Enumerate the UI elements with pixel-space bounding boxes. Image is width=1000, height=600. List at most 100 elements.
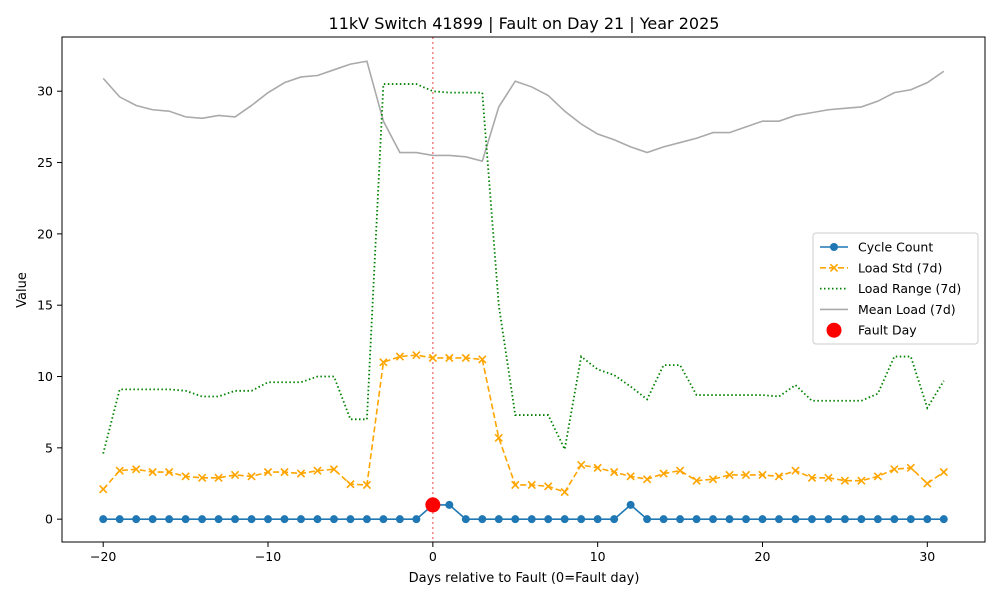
data-point-load-std-7d	[692, 476, 701, 485]
data-point-cycle-count	[445, 500, 454, 509]
data-point-load-std-7d	[296, 469, 306, 478]
data-point-load-std-7d	[99, 485, 108, 494]
data-point-cycle-count	[544, 515, 553, 524]
data-point-load-std-7d	[527, 480, 536, 490]
legend-label: Mean Load (7d)	[858, 302, 956, 317]
data-point-load-std-7d	[362, 480, 372, 490]
series-line-load-range-7d	[102, 83, 945, 454]
data-point-cycle-count	[725, 515, 734, 524]
data-point-cycle-count	[247, 515, 256, 524]
data-point-cycle-count	[659, 515, 668, 524]
series-load-range-7d	[102, 83, 945, 454]
data-point-load-std-7d	[560, 487, 569, 497]
data-point-load-std-7d	[132, 465, 141, 474]
legend-item-mean-load-7d: Mean Load (7d)	[820, 302, 956, 317]
x-tick-label: 20	[755, 549, 771, 564]
series-line-mean-load-7d	[102, 60, 945, 163]
data-point-cycle-count	[807, 515, 816, 524]
x-axis-label: Days relative to Fault (0=Fault day)	[409, 571, 640, 586]
data-point-cycle-count	[329, 515, 338, 524]
data-point-cycle-count	[626, 500, 635, 509]
y-tick-label: 10	[37, 369, 53, 384]
fault-day-marker	[425, 497, 441, 513]
fault-point-layer	[425, 497, 441, 513]
data-point-cycle-count	[511, 515, 520, 524]
data-point-load-std-7d	[379, 358, 388, 367]
data-point-cycle-count	[115, 515, 124, 524]
data-point-cycle-count	[99, 515, 108, 524]
data-point-cycle-count	[742, 515, 751, 524]
data-point-cycle-count	[148, 515, 157, 524]
legend-box	[812, 232, 979, 345]
data-point-cycle-count	[296, 515, 305, 524]
data-point-load-std-7d	[148, 467, 157, 477]
data-point-load-std-7d	[824, 473, 833, 482]
data-point-load-std-7d	[659, 469, 668, 478]
data-point-load-std-7d	[873, 472, 883, 481]
data-point-cycle-count	[461, 515, 470, 524]
data-point-load-std-7d	[577, 460, 586, 470]
data-point-load-std-7d	[609, 467, 619, 477]
legend-marker	[829, 263, 839, 272]
x-tick-label: 0	[429, 549, 437, 564]
y-axis-ticks: 0 5 10 15 20 25 30	[37, 84, 62, 527]
data-point-cycle-count	[181, 515, 190, 524]
data-point-cycle-count	[577, 515, 586, 524]
data-point-load-std-7d	[478, 355, 487, 364]
data-point-cycle-count	[873, 515, 882, 524]
legend-item-load-range-7d: Load Range (7d)	[820, 281, 961, 296]
data-point-cycle-count	[939, 515, 948, 524]
data-point-load-std-7d	[329, 465, 339, 474]
data-point-load-std-7d	[181, 472, 190, 481]
data-point-load-std-7d	[807, 473, 817, 482]
data-point-cycle-count	[610, 515, 619, 524]
data-point-load-std-7d	[791, 466, 800, 475]
y-tick-label: 25	[37, 155, 53, 170]
data-point-cycle-count	[906, 515, 915, 524]
series-load-std-7d	[99, 350, 948, 497]
legend: Cycle Count Load Std (7d) Load Range (7d) M…	[812, 232, 979, 345]
data-point-load-std-7d	[675, 466, 685, 475]
legend-marker	[826, 322, 842, 338]
data-point-cycle-count	[362, 515, 371, 524]
data-point-cycle-count	[593, 515, 602, 524]
data-point-load-std-7d	[857, 476, 866, 485]
legend-item-fault-day: Fault Day	[826, 322, 917, 338]
data-point-load-std-7d	[412, 350, 421, 360]
data-point-cycle-count	[758, 515, 767, 524]
data-point-load-std-7d	[395, 352, 405, 361]
data-point-load-std-7d	[247, 472, 256, 481]
x-tick-label: −20	[90, 549, 116, 564]
data-point-load-std-7d	[758, 470, 767, 480]
legend-item-load-std-7d: Load Std (7d)	[820, 260, 942, 275]
legend-label: Load Std (7d)	[858, 260, 942, 275]
data-point-load-std-7d	[197, 473, 207, 482]
data-point-cycle-count	[346, 515, 355, 524]
data-point-load-std-7d	[906, 463, 915, 472]
data-point-load-std-7d	[280, 467, 289, 477]
series-line-cycle-count	[103, 503, 944, 520]
data-point-load-std-7d	[511, 480, 520, 490]
data-point-cycle-count	[379, 515, 388, 524]
data-point-load-std-7d	[164, 467, 174, 477]
data-point-cycle-count	[643, 515, 652, 524]
data-point-cycle-count	[478, 515, 487, 524]
data-point-load-std-7d	[445, 353, 454, 363]
data-point-cycle-count	[165, 515, 174, 524]
series-mean-load-7d	[102, 60, 945, 163]
data-point-cycle-count	[923, 515, 932, 524]
x-tick-label: 30	[919, 549, 935, 564]
data-point-load-std-7d	[263, 467, 273, 477]
plot-frame	[61, 36, 986, 543]
data-point-load-std-7d	[890, 465, 899, 474]
data-point-load-std-7d	[708, 475, 718, 484]
data-point-cycle-count	[280, 515, 289, 524]
y-tick-label: 20	[37, 226, 53, 241]
data-point-cycle-count	[231, 515, 240, 524]
data-point-cycle-count	[840, 515, 849, 524]
data-point-cycle-count	[692, 515, 701, 524]
data-point-cycle-count	[824, 515, 833, 524]
data-point-cycle-count	[264, 515, 273, 524]
data-point-load-std-7d	[346, 480, 355, 489]
data-point-load-std-7d	[725, 470, 734, 480]
